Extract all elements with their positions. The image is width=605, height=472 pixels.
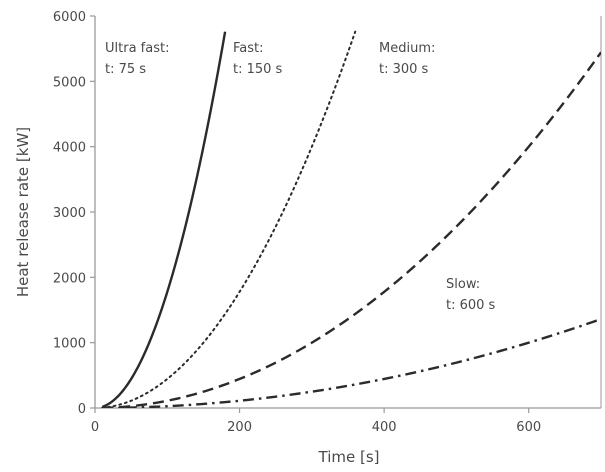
annotation-label: Fast:	[233, 41, 264, 56]
x-axis-title: Time [s]	[318, 448, 380, 466]
series-line-dashed	[102, 51, 601, 408]
annotation-value: t: 75 s	[105, 62, 146, 77]
annotation-label: Medium:	[379, 41, 435, 56]
axes: 0 1000 2000 3000 4000 5000 6000 0 200 400 600	[53, 10, 602, 435]
annotation-label: Slow:	[446, 277, 480, 292]
y-tick-label: 0	[78, 402, 86, 417]
annotation-value: t: 300 s	[379, 62, 429, 77]
y-tick-label: 2000	[53, 271, 86, 286]
series-group	[101, 30, 601, 408]
y-tick-label: 6000	[53, 10, 86, 25]
x-tick-label: 400	[372, 420, 397, 435]
series-line-dotted	[101, 30, 357, 408]
y-tick-label: 3000	[53, 206, 86, 221]
x-tick-label: 600	[516, 420, 541, 435]
y-axis-title: Heat release rate [kW]	[14, 127, 32, 297]
annotation-value: t: 600 s	[446, 298, 496, 313]
annotation-value: t: 150 s	[233, 62, 283, 77]
x-tick-label: 200	[227, 420, 252, 435]
y-tick-label: 1000	[53, 337, 86, 352]
x-tick-label: 0	[91, 420, 99, 435]
y-tick-label: 5000	[53, 75, 86, 90]
series-line-solid	[101, 31, 227, 408]
y-tick-label: 4000	[53, 141, 86, 156]
series-line-dash-dot	[102, 317, 601, 408]
annotation-label: Ultra fast:	[105, 41, 169, 56]
annotations: Ultra fast: t: 75 s Fast: t: 150 s Medium: t:…	[105, 41, 496, 313]
